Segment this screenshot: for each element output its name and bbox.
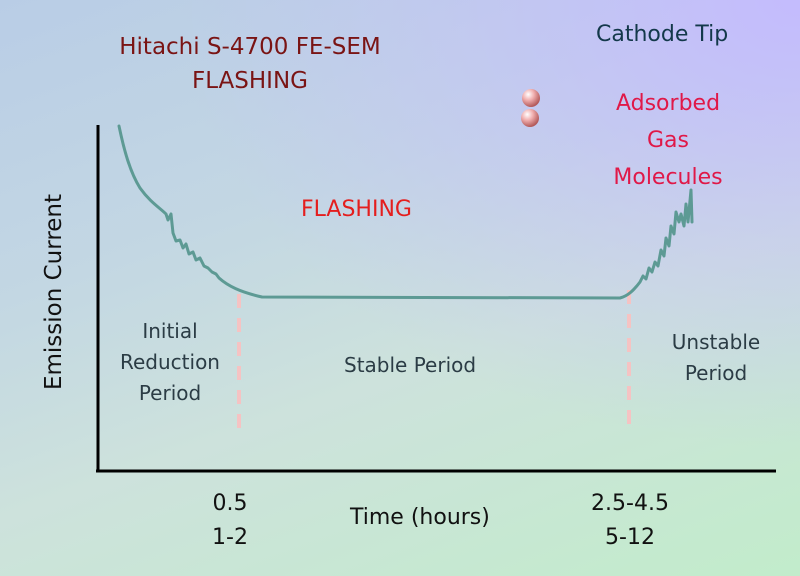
stable-period-label: Stable Period [344, 353, 477, 377]
initial-reduction-label: Initial Reduction Period [100, 316, 240, 409]
unstable-line-2: Period [684, 361, 748, 385]
initial-line-2: Reduction [120, 350, 220, 374]
title-line-2: FLASHING [191, 68, 308, 94]
unstable-period-label: Unstable Period [646, 327, 786, 389]
flashing-annotation: FLASHING [301, 197, 412, 222]
cathode-tip-label: Cathode Tip [596, 22, 729, 47]
tick-second-line-2: 5-12 [605, 525, 655, 550]
initial-line-1: Initial [142, 319, 198, 343]
tick-first-line-2: 1-2 [212, 525, 248, 550]
x-axis-label: Time (hours) [350, 505, 490, 530]
molecule-icon-top [522, 89, 540, 107]
initial-line-3: Period [138, 381, 202, 405]
emission-current-curve [117, 124, 694, 300]
tick-first-line-1: 0.5 [212, 491, 248, 516]
unstable-line-1: Unstable [671, 330, 761, 354]
molecule-icon-bottom [521, 109, 539, 127]
diagram-title: Hitachi S-4700 FE-SEM FLASHING [90, 30, 410, 98]
adsorbed-gas-label: Adsorbed Gas Molecules [613, 91, 723, 190]
tick-label-second: 2.5-4.5 5-12 [570, 487, 690, 555]
title-line-1: Hitachi S-4700 FE-SEM [119, 34, 381, 60]
tick-second-line-1: 2.5-4.5 [591, 491, 669, 516]
tick-label-first: 0.5 1-2 [180, 487, 280, 555]
